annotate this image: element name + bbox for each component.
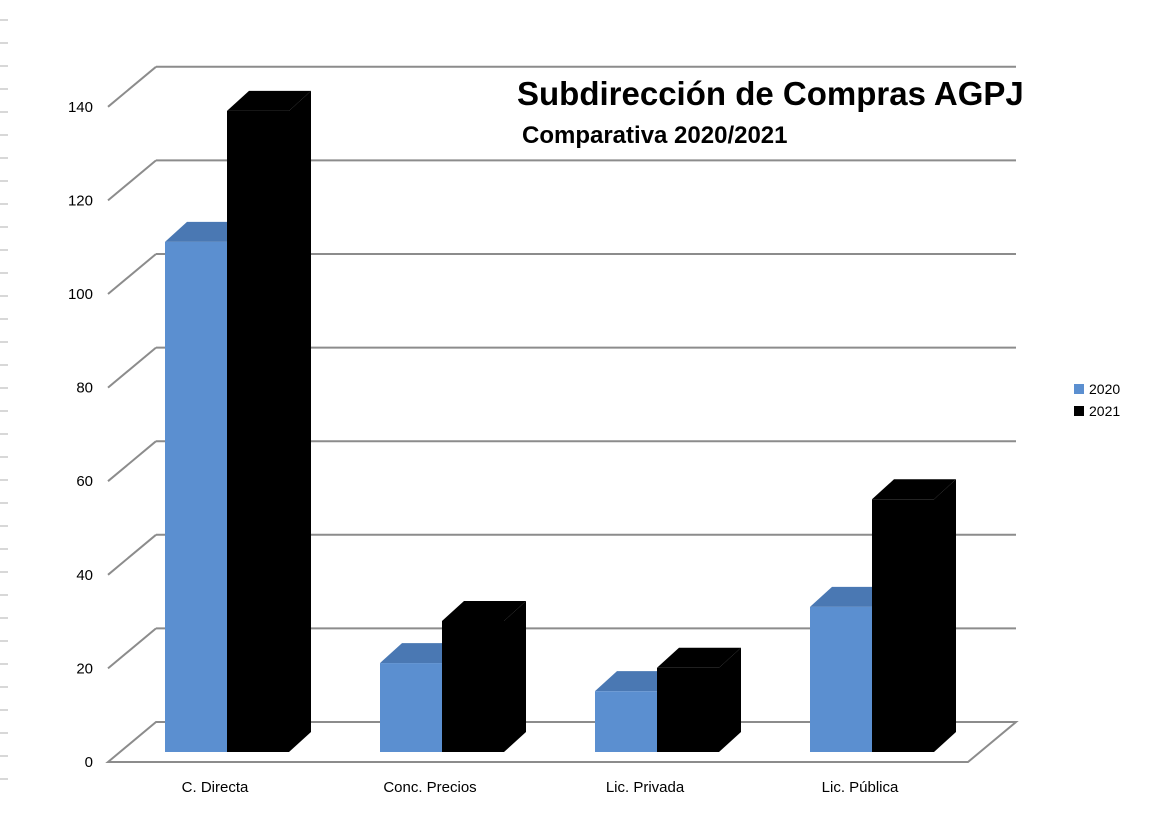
bar-2021-conc-precios — [442, 600, 526, 752]
grid-side-line — [107, 346, 157, 389]
x-category-label: Lic. Privada — [606, 779, 685, 796]
bar-front — [442, 620, 504, 752]
chart-title: Subdirección de Compras AGPJ — [517, 75, 1024, 112]
bars — [165, 90, 956, 753]
grid-side-line — [107, 66, 157, 108]
legend-swatch — [1074, 406, 1084, 416]
bar-front — [595, 691, 657, 752]
bar-side — [719, 647, 741, 752]
grid-side-line — [107, 627, 157, 670]
bar-front — [872, 499, 934, 752]
y-tick-label: 100 — [68, 286, 93, 303]
bar-top — [657, 647, 741, 668]
bar-top — [227, 90, 311, 111]
x-category-label: C. Directa — [182, 779, 249, 796]
y-tick-label: 140 — [68, 99, 93, 116]
bar-side — [289, 90, 311, 753]
bar-side — [934, 479, 956, 752]
grid-side-line — [107, 253, 157, 295]
bar-front — [657, 667, 719, 752]
bar-2021-lic-p-blica — [872, 479, 956, 752]
bar-top — [872, 479, 956, 500]
grid-side-line — [107, 159, 157, 202]
bar-side — [504, 600, 526, 752]
legend-label: 2021 — [1089, 403, 1120, 419]
x-axis-labels: C. Directa Conc. Precios Lic. Privada Lic. … — [182, 779, 899, 796]
grid-side-line — [107, 534, 157, 576]
x-category-label: Lic. Pública — [822, 779, 899, 796]
y-tick-label: 20 — [76, 660, 93, 677]
legend-label: 2020 — [1089, 381, 1120, 397]
left-ruler-marks — [0, 19, 8, 780]
y-tick-label: 0 — [85, 754, 93, 771]
grid-side-line — [107, 440, 157, 482]
y-axis-ticks: 0 20 40 60 80 100 120 140 — [68, 99, 93, 771]
y-tick-label: 80 — [76, 380, 93, 397]
bar-front — [810, 606, 872, 752]
x-category-label: Conc. Precios — [383, 779, 476, 796]
legend: 2020 2021 — [1074, 381, 1120, 419]
y-tick-label: 40 — [76, 567, 93, 584]
floor-outline — [105, 721, 1019, 763]
chart-subtitle: Comparativa 2020/2021 — [522, 122, 788, 149]
y-tick-label: 120 — [68, 192, 93, 209]
bar-front — [227, 110, 289, 753]
y-tick-label: 60 — [76, 473, 93, 490]
bar-top — [442, 600, 526, 621]
bar-front — [380, 663, 442, 752]
bar-front — [165, 241, 227, 752]
chart-floor — [105, 721, 1019, 763]
legend-swatch — [1074, 384, 1084, 394]
bar-2021-c-directa — [227, 90, 311, 753]
bar-2021-lic-privada — [657, 647, 741, 752]
